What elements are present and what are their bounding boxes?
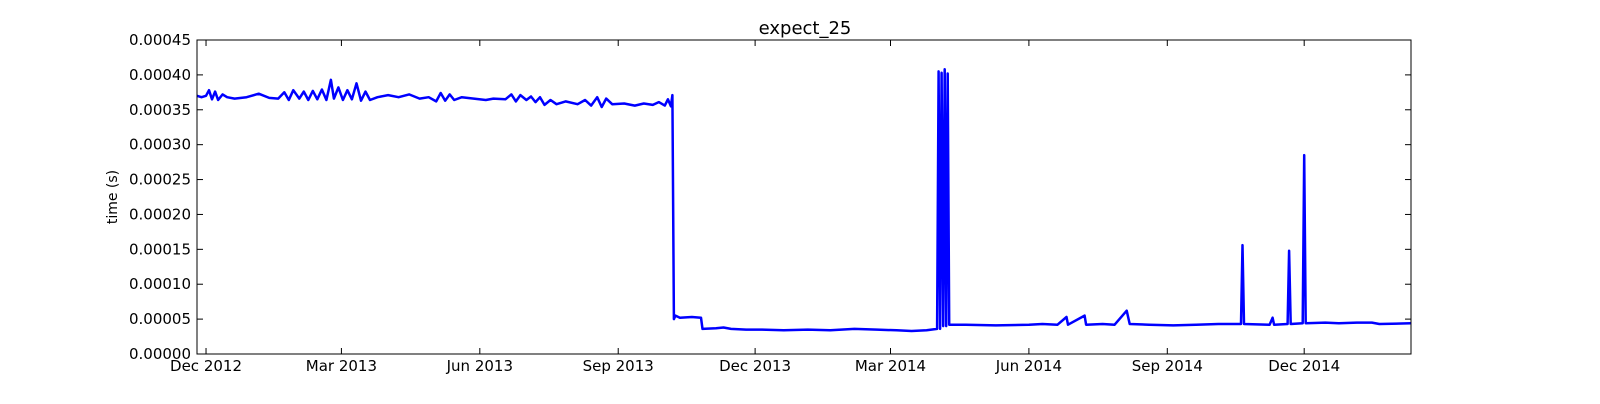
y-axis-label: time (s) — [105, 170, 121, 224]
x-tick-label: Jun 2014 — [995, 357, 1062, 375]
plot-frame — [196, 39, 1412, 355]
y-tick-label: 0.00015 — [129, 240, 191, 258]
x-tick-label: Dec 2012 — [170, 357, 242, 375]
y-tick-label: 0.00025 — [129, 171, 191, 189]
y-tick-label: 0.00040 — [129, 66, 191, 84]
x-tick-label: Sep 2013 — [583, 357, 654, 375]
y-axis: 0.00000 0.00005 0.00010 0.00015 0.00020 0.000… — [129, 31, 1411, 363]
y-tick-label: 0.00005 — [129, 310, 191, 328]
y-tick-label: 0.00035 — [129, 101, 191, 119]
x-tick-label: Dec 2014 — [1268, 357, 1340, 375]
series-line — [196, 68, 1412, 333]
chart-title: expect_25 — [759, 18, 852, 39]
x-tick-label: Sep 2014 — [1132, 357, 1203, 375]
x-tick-label: Mar 2014 — [855, 357, 926, 375]
x-axis: Dec 2012 Mar 2013 Jun 2013 Sep 2013 Dec 2013… — [170, 40, 1340, 375]
y-tick-label: 0.00000 — [129, 345, 191, 363]
y-tick-label: 0.00010 — [129, 275, 191, 293]
x-tick-label: Dec 2013 — [719, 357, 791, 375]
y-tick-label: 0.00030 — [129, 136, 191, 154]
y-tick-label: 0.00020 — [129, 205, 191, 223]
x-tick-label: Mar 2013 — [306, 357, 377, 375]
x-tick-label: Jun 2013 — [446, 357, 513, 375]
y-tick-label: 0.00045 — [129, 31, 191, 49]
